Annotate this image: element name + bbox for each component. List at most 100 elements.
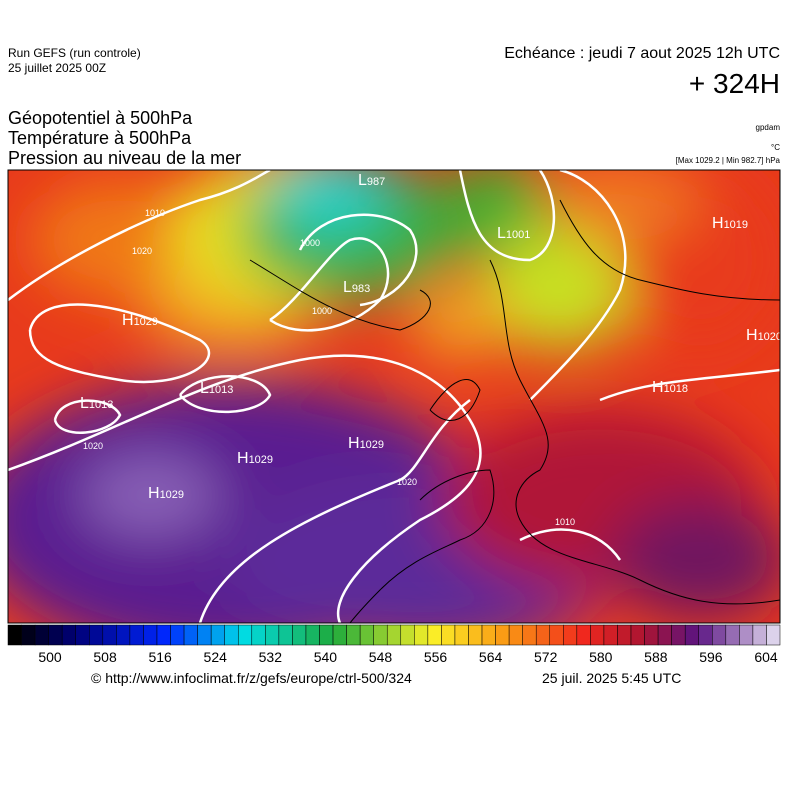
colorbar-swatch: [373, 624, 388, 646]
colorbar-swatch: [752, 624, 767, 646]
colorbar-swatch: [468, 624, 483, 646]
colorbar-swatch: [359, 624, 374, 646]
colorbar-label: 508: [93, 649, 117, 665]
run-date: 25 juillet 2025 00Z: [8, 61, 107, 75]
colorbar-swatch: [251, 624, 266, 646]
center-value: 1029: [249, 454, 273, 466]
isobar-label: 1010: [145, 208, 165, 218]
colorbar-label: 516: [148, 649, 172, 665]
colorbar-swatch: [61, 624, 76, 646]
colorbar-swatch: [414, 624, 429, 646]
colorbar-swatch: [454, 624, 469, 646]
colorbar-swatch: [102, 624, 117, 646]
center-type: H: [652, 379, 664, 396]
center-type: L: [200, 380, 209, 397]
pressure-center: H1029: [122, 312, 158, 329]
colorbar-swatch: [89, 624, 104, 646]
pressure-center: H1019: [712, 215, 748, 232]
colorbar-label: 532: [259, 649, 283, 665]
colorbar-swatch: [644, 624, 659, 646]
colorbar-swatch: [698, 624, 713, 646]
colorbar-swatch: [21, 624, 36, 646]
title: Température à 500hPa: [8, 128, 192, 148]
colorbar-label: 580: [589, 649, 613, 665]
center-type: L: [80, 395, 89, 412]
isobar-label: 1020: [397, 477, 417, 487]
colorbar-swatch: [481, 624, 496, 646]
center-value: 1001: [506, 229, 530, 241]
colorbar-label: 500: [38, 649, 62, 665]
center-value: 987: [367, 176, 385, 188]
colorbar-swatch: [522, 624, 537, 646]
center-type: H: [237, 450, 249, 467]
colorbar-swatch: [156, 624, 171, 646]
colorbar-swatch: [278, 624, 293, 646]
unit: °C: [771, 143, 780, 152]
center-value: 1018: [664, 383, 688, 395]
colorbar-swatch: [766, 624, 781, 646]
colorbar-swatch: [535, 624, 551, 646]
colorbar-label: 556: [424, 649, 448, 665]
colorbar-label: 548: [369, 649, 393, 665]
field: L987L1001L983H1019H1029L1013L1013H1018H1…: [8, 170, 782, 623]
colorbar-swatch: [386, 624, 402, 646]
isobar-label: 1020: [83, 441, 103, 451]
pressure-center: H1018: [652, 379, 688, 396]
pressure-center: H1020: [746, 327, 782, 344]
colorbar-label: 596: [699, 649, 723, 665]
colorbar-swatch: [34, 624, 49, 646]
center-type: H: [148, 485, 160, 502]
run-label: Run GEFS (run controle): [8, 46, 141, 60]
colorbar-swatch: [657, 624, 672, 646]
center-value: 1029: [134, 316, 158, 328]
isobar-label: 1000: [312, 306, 332, 316]
isobar-label: 1020: [132, 246, 152, 256]
colorbar-swatch: [684, 624, 699, 646]
colorbar-label: 540: [314, 649, 338, 665]
colorbar-swatch: [563, 624, 578, 646]
center-type: L: [358, 172, 367, 189]
colorbar-swatch: [265, 624, 280, 646]
colorbar-swatch: [183, 624, 198, 646]
map: L987L1001L983H1019H1029L1013L1013H1018H1…: [7, 169, 782, 665]
pressure-center: L987: [358, 172, 385, 189]
colorbar-swatch: [617, 624, 632, 646]
colorbar-swatch: [305, 624, 320, 646]
colorbar-swatch: [332, 624, 347, 646]
colorbar-label: 524: [204, 649, 228, 665]
colorbar-swatch: [7, 624, 22, 646]
colorbar-swatch: [346, 624, 361, 646]
pressure-center: H1029: [148, 485, 184, 502]
center-value: 1029: [360, 439, 384, 451]
colorbar-swatch: [549, 624, 564, 646]
isobars: [8, 170, 780, 623]
colorbar-label: 604: [754, 649, 778, 665]
colorbar-swatch: [590, 624, 605, 646]
colorbar-swatch: [712, 624, 727, 646]
pressure-center: L1013: [80, 395, 113, 412]
colorbar-swatch: [441, 624, 456, 646]
colorbar-swatch: [400, 624, 415, 646]
title: Pression au niveau de la mer: [8, 148, 242, 168]
colorbar-swatch: [508, 624, 523, 646]
center-value: 983: [352, 283, 370, 295]
center-type: H: [122, 312, 134, 329]
generated-time: 25 juil. 2025 5:45 UTC: [542, 670, 682, 686]
pressure-center: L983: [343, 279, 370, 296]
colorbar-swatch: [224, 624, 239, 646]
colorbar-swatch: [48, 624, 63, 646]
colorbar-label: 572: [534, 649, 558, 665]
colorbar-swatch: [129, 624, 144, 646]
center-value: 1019: [724, 219, 748, 231]
source: © http://www.infoclimat.fr/z/gefs/europe…: [91, 670, 412, 686]
colorbar-swatch: [197, 624, 212, 646]
colorbar-swatch: [75, 624, 90, 646]
center-value: 1013: [209, 384, 233, 396]
isobar-label: 1000: [300, 238, 320, 248]
colorbar-swatch: [143, 624, 158, 646]
colorbar-swatch: [739, 624, 754, 646]
colorbar-swatch: [116, 624, 131, 646]
center-type: H: [712, 215, 724, 232]
colorbar-swatch: [427, 624, 442, 646]
